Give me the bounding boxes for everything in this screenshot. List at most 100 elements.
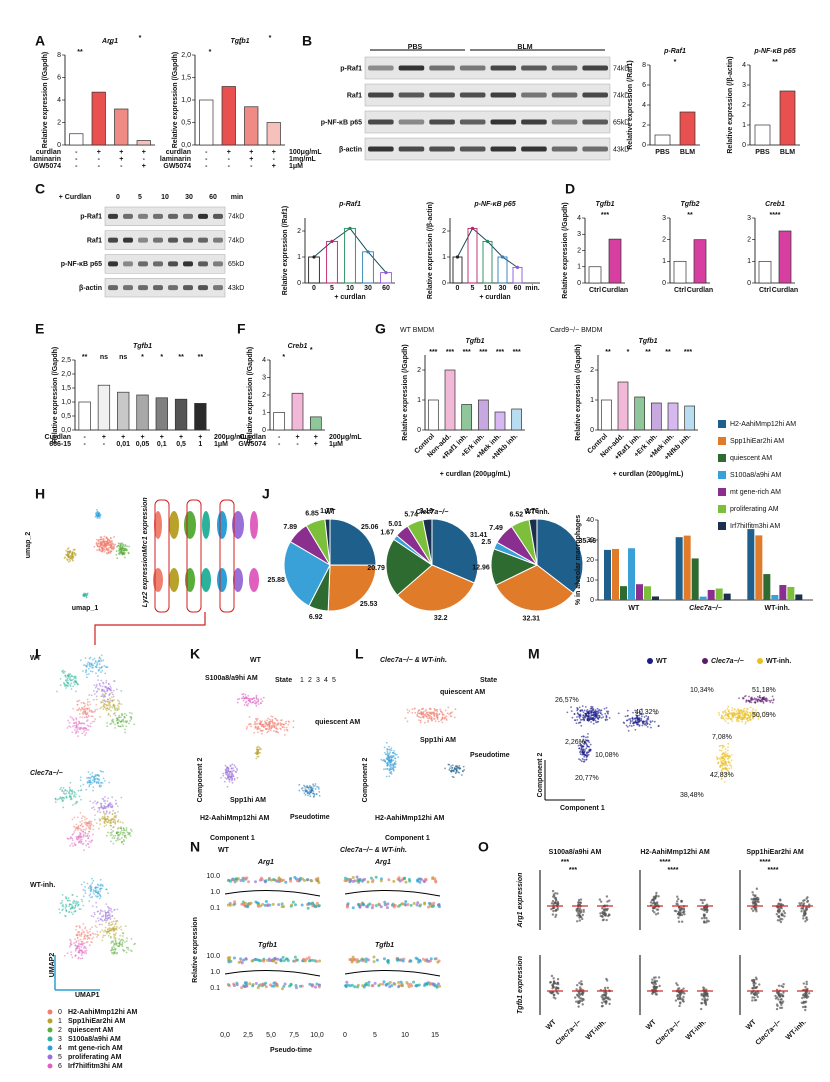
cell-dot	[428, 714, 430, 716]
cell-dot	[393, 766, 395, 768]
significance: **	[605, 349, 611, 356]
x-tick-label: 60	[382, 285, 390, 292]
bar	[200, 100, 214, 145]
legend-label: WT	[656, 658, 668, 665]
cell-dot	[461, 774, 463, 776]
cell-dot	[99, 913, 101, 915]
x-tick-label: WT	[545, 1018, 558, 1031]
cell-dot	[310, 983, 313, 986]
panel-text: Clec7a−/− & WT-inh.	[340, 847, 407, 854]
cell-dot	[728, 767, 730, 769]
cell-dot	[653, 977, 655, 979]
cell-dot	[97, 811, 99, 813]
cell-dot	[422, 958, 425, 961]
cell-dot	[109, 702, 111, 704]
bar	[692, 558, 699, 600]
row-label: 666-15	[49, 441, 71, 448]
cell-dot	[110, 910, 112, 912]
cell-dot	[396, 754, 398, 756]
cell-dot	[604, 987, 606, 989]
blot-band	[552, 120, 578, 125]
cell-dot	[72, 685, 74, 687]
cell-dot	[239, 879, 242, 882]
cell-dot	[414, 712, 416, 714]
y-tick-label: 2	[297, 228, 301, 235]
cell-dot	[590, 715, 592, 717]
cell-dot	[595, 720, 597, 722]
cell-dot	[264, 723, 266, 725]
panel-text: umap_1	[72, 605, 99, 612]
cell-dot	[100, 680, 102, 682]
y-tick-label: 1,5	[61, 385, 71, 392]
row-mark: -	[83, 441, 86, 448]
cell-dot	[242, 696, 244, 698]
cell-dot	[87, 825, 89, 827]
legend-dot	[702, 658, 708, 664]
smooth-line	[225, 890, 320, 896]
cell-dot	[79, 832, 81, 834]
cell-dot	[69, 722, 71, 724]
y-tick-label: 2	[590, 367, 594, 374]
cell-dot	[270, 728, 272, 730]
cell-dot	[649, 720, 651, 722]
cell-dot	[75, 554, 77, 556]
cell-dot	[106, 680, 108, 682]
row-mark: -	[75, 149, 78, 156]
cell-dot	[99, 667, 101, 669]
cell-dot	[118, 717, 120, 719]
cell-dot	[293, 876, 296, 879]
bar	[685, 406, 695, 430]
cell-dot	[309, 786, 311, 788]
cell-dot	[603, 909, 605, 911]
cell-dot	[118, 725, 120, 727]
cell-dot	[115, 948, 117, 950]
cell-dot	[290, 903, 293, 906]
cell-dot	[69, 684, 71, 686]
significance: *	[269, 35, 272, 42]
cell-dot	[68, 682, 70, 684]
cell-dot	[376, 959, 379, 962]
cell-dot	[111, 796, 113, 798]
cell-dot	[72, 560, 74, 562]
cell-dot	[586, 759, 588, 761]
cell-dot	[80, 799, 82, 801]
cell-dot	[84, 937, 86, 939]
cell-dot	[222, 775, 224, 777]
pie-label: 1.77	[320, 508, 334, 515]
cluster-id: 3	[58, 1036, 62, 1043]
violin	[217, 568, 227, 592]
cell-dot	[91, 926, 93, 928]
cell-dot	[315, 960, 318, 963]
panel-text: umap_2	[25, 532, 32, 559]
cell-dot	[63, 906, 65, 908]
x-tick-label: 10	[401, 1032, 409, 1039]
cell-dot	[426, 983, 429, 986]
y-tick-label: 2	[577, 247, 581, 254]
row-mark: -	[278, 434, 281, 441]
panel-text: quiescent AM	[440, 689, 485, 696]
cell-dot	[78, 957, 80, 959]
cell-dot	[114, 544, 116, 546]
cell-dot	[631, 725, 633, 727]
cell-dot	[284, 734, 286, 736]
cell-dot	[74, 955, 76, 957]
cell-dot	[315, 788, 317, 790]
cell-dot	[311, 904, 314, 907]
cell-dot	[77, 684, 79, 686]
significance: ***	[446, 349, 454, 356]
cell-dot	[579, 707, 581, 709]
violin	[202, 511, 210, 539]
y-tick-label: 2	[442, 228, 446, 235]
legend-label: Irf7hiIfitm3hi AM	[68, 1063, 123, 1070]
cell-dot	[306, 790, 308, 792]
blot-band	[198, 261, 208, 266]
cell-dot	[717, 762, 719, 764]
cell-dot	[227, 786, 229, 788]
cell-dot	[272, 726, 274, 728]
bar	[763, 574, 770, 600]
blot-band	[491, 147, 517, 152]
cell-dot	[594, 716, 596, 718]
cell-dot	[431, 905, 434, 908]
cell-dot	[97, 778, 99, 780]
bar	[453, 257, 462, 283]
